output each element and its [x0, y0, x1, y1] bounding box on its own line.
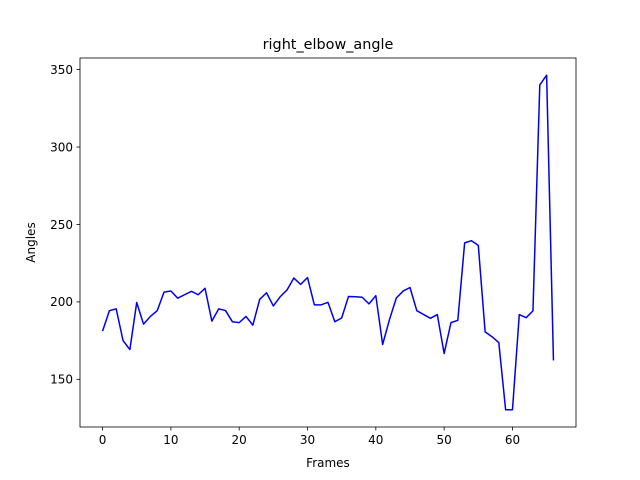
plot-area [80, 58, 576, 427]
x-tick-label: 30 [300, 433, 315, 447]
x-tick-label: 0 [99, 433, 107, 447]
y-tick-label: 300 [50, 140, 73, 154]
x-tick-label: 10 [163, 433, 178, 447]
series-line-0 [101, 74, 555, 411]
chart-title: right_elbow_angle [263, 37, 394, 53]
x-tick-label: 20 [232, 433, 247, 447]
plot-frame [79, 57, 577, 428]
x-tick-label: 60 [505, 433, 520, 447]
y-tick-label: 250 [50, 218, 73, 232]
chart-marks [101, 74, 555, 411]
y-tick-label: 350 [50, 63, 73, 77]
x-axis-ticks: 0 10 20 30 40 50 60 [99, 427, 520, 447]
y-axis-ticks: 150 200 250 300 350 [50, 63, 80, 387]
x-axis-label: Frames [306, 456, 350, 470]
y-tick-label: 150 [50, 373, 73, 387]
x-tick-label: 40 [368, 433, 383, 447]
y-axis-label: Angles [24, 222, 38, 262]
x-tick-label: 50 [437, 433, 452, 447]
y-tick-label: 200 [50, 295, 73, 309]
